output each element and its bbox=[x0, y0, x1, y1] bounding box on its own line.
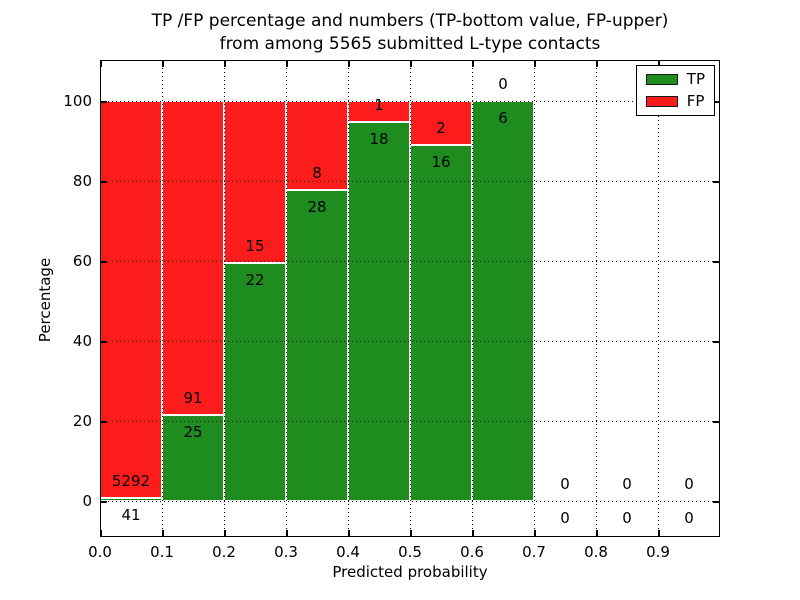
x-tickmark-bottom bbox=[534, 530, 536, 537]
x-tick-label: 0.0 bbox=[88, 543, 112, 561]
legend-label: TP bbox=[686, 70, 705, 88]
x-gridline bbox=[348, 60, 349, 537]
y-tickmark-left bbox=[100, 261, 107, 263]
annotation-fp-count: 0 bbox=[684, 475, 694, 493]
annotation-tp-count: 41 bbox=[121, 505, 141, 524]
annotation-fp-count: 15 bbox=[245, 237, 265, 256]
y-tick-label: 20 bbox=[72, 412, 92, 430]
y-tickmark-right bbox=[713, 261, 720, 263]
y-tickmark-left bbox=[100, 101, 107, 103]
x-gridline bbox=[534, 60, 535, 537]
bar-segment-tp bbox=[348, 122, 410, 501]
y-tick-label: 0 bbox=[82, 492, 92, 510]
x-tick-label: 0.1 bbox=[150, 543, 174, 561]
y-tickmark-left bbox=[100, 421, 107, 423]
annotation-fp-count: 0 bbox=[622, 475, 632, 493]
bar-segment-tp bbox=[410, 145, 472, 501]
annotation-tp-count: 0 bbox=[622, 509, 632, 527]
y-tick-label: 80 bbox=[72, 172, 92, 190]
annotation-fp-count: 1 bbox=[374, 96, 384, 115]
y-tick-label: 40 bbox=[72, 332, 92, 350]
x-gridline bbox=[658, 60, 659, 537]
annotation-tp-count: 22 bbox=[245, 271, 265, 290]
chart-title: TP /FP percentage and numbers (TP-bottom… bbox=[90, 10, 730, 56]
y-tickmark-right bbox=[713, 421, 720, 423]
annotation-tp-count: 16 bbox=[431, 153, 451, 172]
x-tick-label: 0.5 bbox=[398, 543, 422, 561]
annotation-fp-count: 91 bbox=[183, 388, 203, 407]
x-tick-label: 0.6 bbox=[460, 543, 484, 561]
bar-segment-fp bbox=[162, 101, 224, 415]
y-tickmark-right bbox=[713, 341, 720, 343]
legend-label: FP bbox=[686, 92, 705, 110]
x-tickmark-top bbox=[534, 60, 536, 67]
x-gridline bbox=[286, 60, 287, 537]
legend-swatch-tp bbox=[645, 74, 678, 85]
y-tickmark-right bbox=[713, 181, 720, 183]
legend-entry: FP bbox=[645, 92, 705, 110]
x-tickmark-bottom bbox=[472, 530, 474, 537]
y-tickmark-right bbox=[713, 101, 720, 103]
x-tick-label: 0.9 bbox=[646, 543, 670, 561]
annotation-fp-count: 0 bbox=[498, 75, 508, 93]
x-tickmark-bottom bbox=[658, 530, 660, 537]
x-tick-label: 0.3 bbox=[274, 543, 298, 561]
annotation-tp-count: 18 bbox=[369, 130, 389, 149]
y-tickmark-left bbox=[100, 341, 107, 343]
y-tickmark-left bbox=[100, 501, 107, 503]
annotation-tp-count: 0 bbox=[684, 509, 694, 527]
y-tick-label: 100 bbox=[63, 92, 92, 110]
x-tickmark-bottom bbox=[348, 530, 350, 537]
x-tickmark-bottom bbox=[100, 530, 102, 537]
bar-segment-fp bbox=[286, 101, 348, 190]
annotation-tp-count: 6 bbox=[498, 109, 508, 127]
legend-entry: TP bbox=[645, 70, 705, 88]
chart-title-line2: from among 5565 submitted L-type contact… bbox=[219, 34, 601, 54]
plot-area: 5292 41 91 25 15 22 8 28 1 18 2 16 0 6 0 0 0 0 0 0 TP FP bbox=[100, 60, 720, 537]
y-axis-label: Percentage bbox=[36, 257, 54, 343]
chart-title-line1: TP /FP percentage and numbers (TP-bottom… bbox=[151, 11, 669, 31]
x-gridline bbox=[472, 60, 473, 537]
x-tickmark-bottom bbox=[410, 530, 412, 537]
x-tick-label: 0.8 bbox=[584, 543, 608, 561]
x-tickmark-bottom bbox=[162, 530, 164, 537]
y-tickmark-right bbox=[713, 501, 720, 503]
annotation-tp-count: 0 bbox=[560, 509, 570, 527]
legend-box: TP FP bbox=[635, 65, 715, 116]
x-tickmark-top bbox=[224, 60, 226, 67]
annotation-fp-count: 5292 bbox=[111, 471, 151, 490]
bar-segment-tp bbox=[224, 263, 286, 501]
x-tickmark-top bbox=[100, 60, 102, 67]
x-tickmark-top bbox=[162, 60, 164, 67]
annotation-fp-count: 0 bbox=[560, 475, 570, 493]
legend-swatch-fp bbox=[645, 96, 678, 107]
x-tickmark-top bbox=[658, 60, 660, 67]
x-tickmark-top bbox=[596, 60, 598, 67]
annotation-tp-count: 25 bbox=[183, 422, 203, 441]
bar-segment-fp bbox=[100, 101, 162, 498]
annotation-tp-count: 28 bbox=[307, 197, 327, 216]
x-tickmark-top bbox=[410, 60, 412, 67]
x-tickmark-top bbox=[472, 60, 474, 67]
x-tickmark-bottom bbox=[286, 530, 288, 537]
x-tickmark-top bbox=[286, 60, 288, 67]
annotation-fp-count: 2 bbox=[436, 119, 446, 138]
y-tick-label: 60 bbox=[72, 252, 92, 270]
x-tickmark-bottom bbox=[224, 530, 226, 537]
x-tick-label: 0.7 bbox=[522, 543, 546, 561]
x-gridline bbox=[224, 60, 225, 537]
annotation-fp-count: 8 bbox=[312, 163, 322, 182]
x-gridline bbox=[410, 60, 411, 537]
x-tick-label: 0.2 bbox=[212, 543, 236, 561]
y-tickmark-left bbox=[100, 181, 107, 183]
x-tickmark-bottom bbox=[596, 530, 598, 537]
x-gridline bbox=[596, 60, 597, 537]
x-axis-label: Predicted probability bbox=[332, 563, 488, 581]
x-gridline bbox=[162, 60, 163, 537]
bar-segment-tp bbox=[472, 101, 534, 501]
x-tick-label: 0.4 bbox=[336, 543, 360, 561]
bar-segment-tp bbox=[286, 189, 348, 501]
x-tickmark-top bbox=[348, 60, 350, 67]
